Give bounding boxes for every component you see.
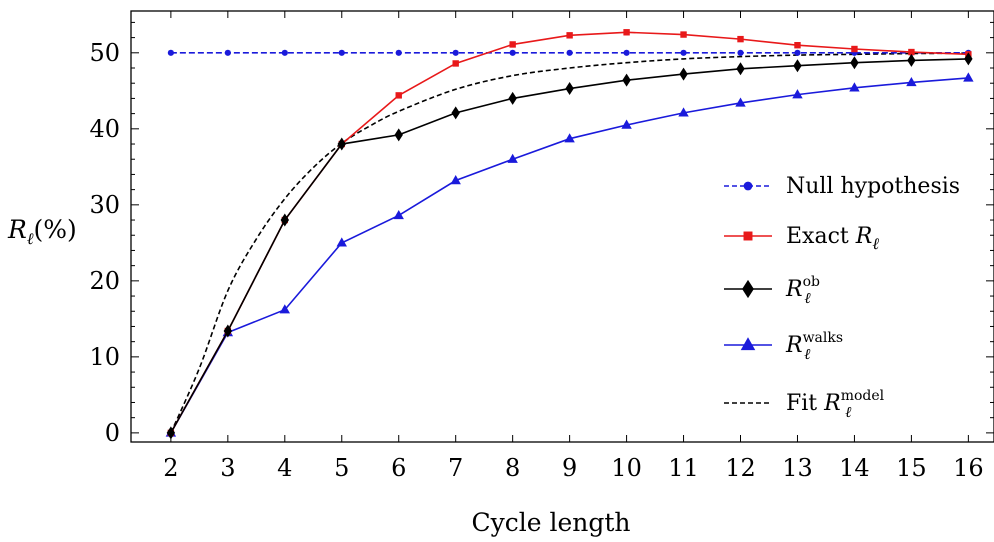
data-point <box>849 82 860 92</box>
legend-swatch-marker <box>742 279 754 299</box>
data-point <box>507 153 518 163</box>
x-tick-label: 15 <box>896 454 927 482</box>
data-point <box>281 49 288 56</box>
legend-swatch-marker <box>743 181 753 191</box>
data-point <box>736 62 745 76</box>
data-point <box>623 49 630 56</box>
series-layer <box>165 29 974 440</box>
data-point <box>393 209 404 220</box>
data-point <box>509 41 516 48</box>
data-point <box>735 97 746 107</box>
legend-label: Rob ℓ <box>785 274 820 307</box>
data-point <box>680 31 687 38</box>
legend: Null hypothesis Exact Rℓ Rob ℓ Rwalks ℓ Fit Rm… <box>724 174 960 421</box>
data-point <box>906 76 917 87</box>
x-tick-label: 6 <box>391 454 406 482</box>
data-point <box>279 304 291 314</box>
x-tick-label: 5 <box>334 454 349 482</box>
data-point <box>623 29 630 36</box>
data-point <box>679 67 688 81</box>
data-point <box>508 91 517 105</box>
legend-item-0: Null hypothesis <box>724 174 960 199</box>
legend-item-1: Exact Rℓ <box>724 224 879 253</box>
legend-swatch-marker <box>743 231 753 241</box>
data-point <box>963 72 974 82</box>
y-tick-label: 10 <box>89 343 120 371</box>
data-point <box>566 32 573 39</box>
data-point <box>851 45 858 53</box>
x-tick-label: 4 <box>277 454 292 482</box>
data-point <box>564 133 575 143</box>
y-tick-label: 40 <box>89 115 120 143</box>
x-tick-label: 14 <box>839 454 870 482</box>
y-tick-label: 50 <box>89 39 120 67</box>
data-point <box>337 137 346 151</box>
data-point <box>395 49 402 56</box>
data-point <box>565 82 574 96</box>
data-point <box>622 73 631 87</box>
legend-item-2: Rob ℓ <box>724 274 820 307</box>
data-point <box>395 92 402 99</box>
data-point <box>794 42 801 49</box>
x-axis-label: Cycle length <box>471 508 630 537</box>
data-point <box>452 49 459 56</box>
data-point <box>794 49 801 56</box>
data-point <box>450 175 461 185</box>
legend-item-4: Fit Rmodel ℓ <box>724 388 885 421</box>
data-point <box>280 213 290 227</box>
y-tick-label: 30 <box>89 191 120 219</box>
data-point <box>452 60 459 67</box>
data-point <box>792 89 803 99</box>
data-point <box>166 426 176 440</box>
data-point <box>907 53 916 67</box>
x-tick-label: 7 <box>448 454 463 482</box>
y-tick-label: 20 <box>89 267 120 295</box>
series-3 <box>165 72 974 437</box>
legend-label: Rwalks ℓ <box>785 330 843 363</box>
data-point <box>338 49 345 56</box>
data-point <box>737 49 744 56</box>
legend-label: Fit Rmodel ℓ <box>786 388 885 421</box>
data-point <box>223 324 233 338</box>
y-axis-label-text: Rℓ(%) <box>7 215 77 248</box>
data-point <box>509 49 516 56</box>
legend-swatch-marker <box>740 337 756 351</box>
x-tick-label: 9 <box>562 454 577 482</box>
x-tick-label: 13 <box>782 454 813 482</box>
data-point <box>737 35 744 43</box>
series-line <box>170 77 969 434</box>
data-point <box>394 128 403 142</box>
x-tick-label: 11 <box>668 454 699 482</box>
ticks: 2 3 4 5 6 7 8 9 10 11 12 13 14 15 16 0 10 20 30 40 50 <box>89 11 994 482</box>
data-point <box>793 59 802 73</box>
legend-label: Null hypothesis <box>786 174 960 199</box>
data-point <box>678 107 689 117</box>
data-point <box>451 106 460 120</box>
x-tick-label: 2 <box>163 454 178 482</box>
y-axis-label: Rℓ(%) <box>7 215 77 248</box>
data-point <box>167 49 174 56</box>
x-tick-label: 10 <box>611 454 642 482</box>
y-tick-label: 0 <box>105 419 120 447</box>
series-2 <box>166 52 973 440</box>
data-point <box>336 237 347 247</box>
x-tick-label: 3 <box>220 454 235 482</box>
data-point <box>850 56 859 70</box>
plot-frame <box>130 10 994 443</box>
legend-label: Exact Rℓ <box>786 224 879 253</box>
x-tick-label: 8 <box>505 454 520 482</box>
data-point <box>680 49 687 56</box>
data-point <box>224 49 231 56</box>
data-point <box>566 49 573 56</box>
x-tick-label: 12 <box>725 454 756 482</box>
data-point <box>621 119 632 129</box>
data-point <box>964 52 973 66</box>
legend-item-3: Rwalks ℓ <box>724 330 843 363</box>
x-tick-label: 16 <box>953 454 984 482</box>
data-point <box>908 48 915 56</box>
